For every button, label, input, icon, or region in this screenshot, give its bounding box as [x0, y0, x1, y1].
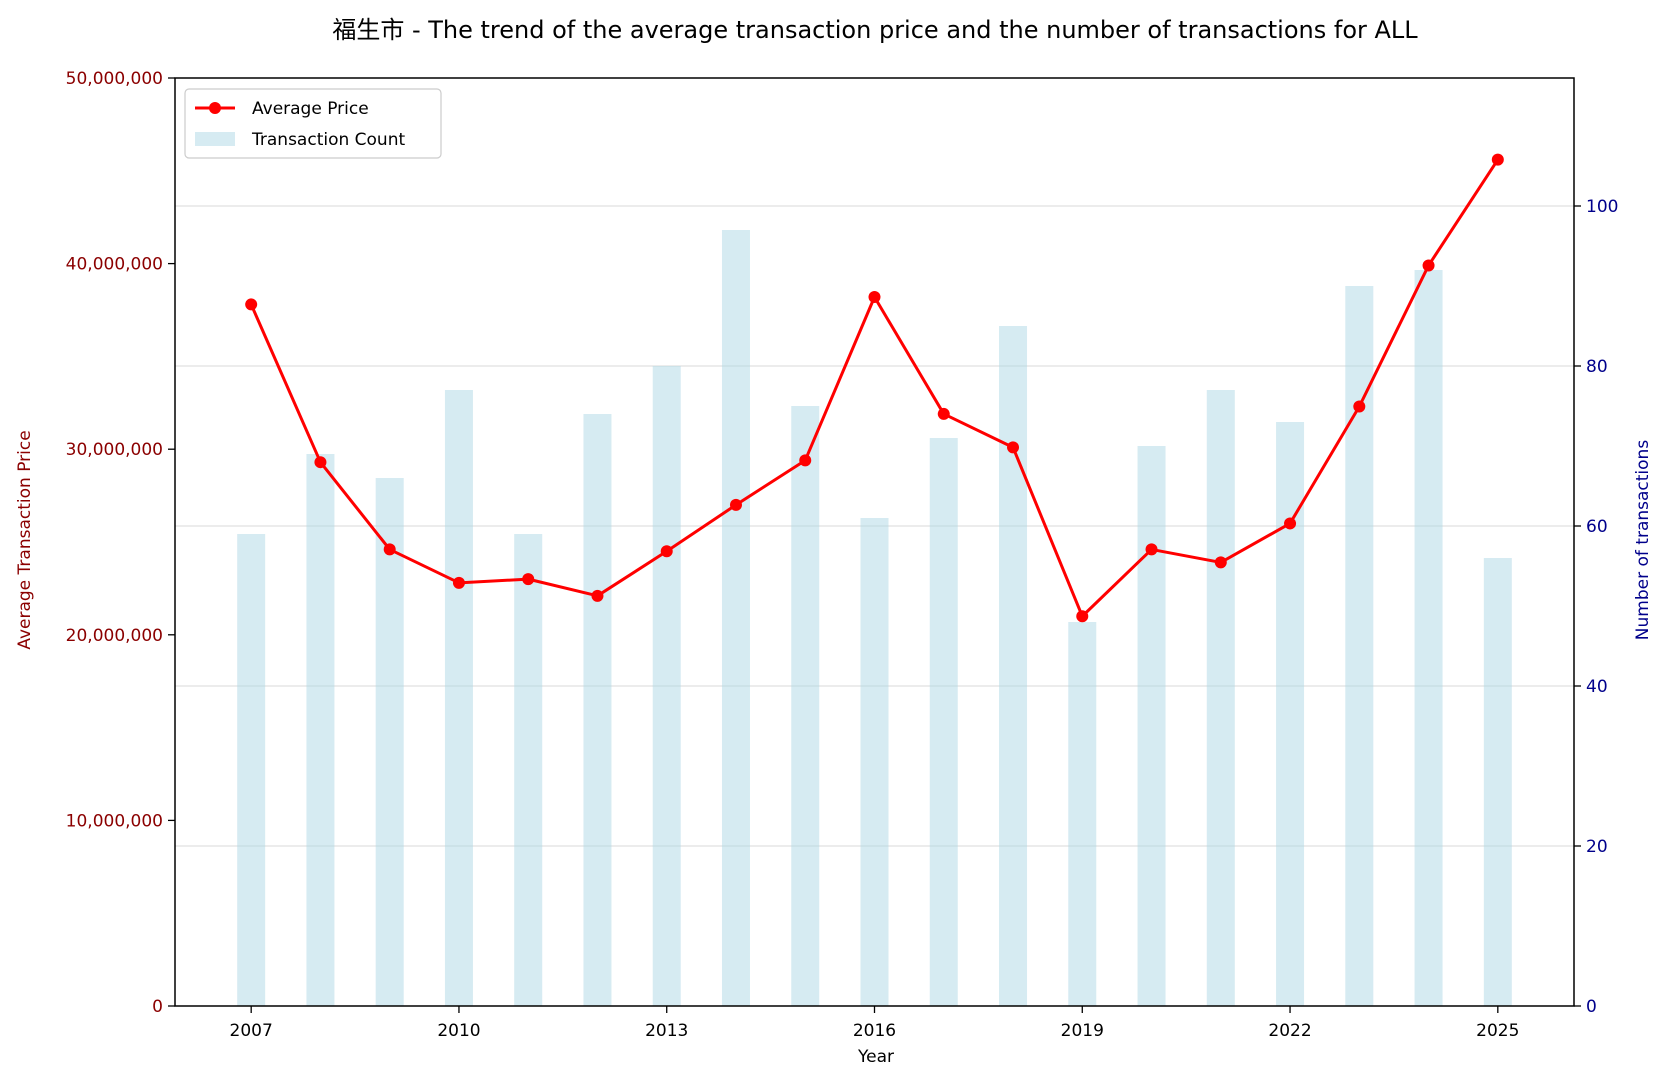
price-point-2012: [591, 589, 604, 602]
left-tick-label: 40,000,000: [66, 255, 163, 275]
price-point-2024: [1422, 259, 1435, 272]
left-tick-label: 50,000,000: [66, 69, 163, 89]
left-tick-label: 0: [152, 997, 163, 1017]
price-point-2011: [522, 573, 535, 586]
bar-2010: [444, 390, 473, 1006]
bar-2012: [583, 414, 612, 1006]
bar-2011: [514, 534, 543, 1006]
x-tick-label: 2019: [1061, 1021, 1104, 1041]
bar-2025: [1483, 558, 1512, 1006]
x-tick-label: 2016: [853, 1021, 896, 1041]
legend-label-transaction-count: Transaction Count: [251, 130, 405, 150]
x-tick-label: 2025: [1476, 1021, 1519, 1041]
bar-2024: [1414, 270, 1443, 1006]
x-tick-label: 2022: [1268, 1021, 1311, 1041]
bar-2009: [375, 478, 404, 1006]
right-tick-label: 20: [1586, 837, 1608, 857]
price-point-2023: [1353, 400, 1366, 413]
left-tick-label: 10,000,000: [66, 811, 163, 831]
bar-2018: [999, 326, 1028, 1006]
bar-2013: [652, 366, 681, 1006]
right-axis-title: Number of transactions: [1633, 440, 1653, 641]
right-tick-label: 80: [1586, 357, 1608, 377]
price-point-2015: [799, 454, 812, 467]
price-point-2017: [937, 407, 950, 420]
price-point-2016: [868, 291, 881, 304]
bar-2023: [1345, 286, 1374, 1006]
left-axis-title: Average Transaction Price: [15, 430, 35, 649]
left-tick-label: 30,000,000: [66, 440, 163, 460]
price-point-2018: [1007, 441, 1020, 454]
chart-title: 福生市 - The trend of the average transacti…: [332, 16, 1418, 44]
x-tick-label: 2007: [230, 1021, 273, 1041]
price-point-2013: [660, 545, 673, 558]
price-point-2007: [245, 298, 258, 311]
bar-2015: [791, 406, 820, 1006]
price-point-2025: [1491, 153, 1504, 166]
legend-label-average-price: Average Price: [252, 99, 369, 119]
bar-2020: [1137, 446, 1166, 1006]
price-point-2019: [1076, 610, 1089, 623]
bar-2008: [306, 454, 335, 1006]
bar-2014: [721, 230, 750, 1006]
x-tick-label: 2013: [645, 1021, 688, 1041]
right-tick-label: 40: [1586, 677, 1608, 697]
legend-line-marker: [209, 102, 221, 114]
right-tick-label: 0: [1586, 997, 1597, 1017]
bar-2016: [860, 518, 889, 1006]
right-tick-label: 60: [1586, 517, 1608, 537]
legend: Average Price Transaction Count: [184, 88, 442, 159]
legend-bar-swatch: [195, 132, 235, 146]
x-axis-title: Year: [857, 1047, 894, 1067]
price-point-2014: [729, 498, 742, 511]
price-point-2022: [1284, 517, 1297, 530]
x-tick-label: 2010: [437, 1021, 480, 1041]
bar-2021: [1206, 390, 1235, 1006]
price-point-2020: [1145, 543, 1158, 556]
bar-2019: [1068, 622, 1097, 1006]
price-point-2009: [383, 543, 396, 556]
right-tick-label: 100: [1586, 197, 1618, 217]
legend-box: [184, 88, 442, 159]
bar-2017: [929, 438, 958, 1006]
bar-2007: [237, 534, 266, 1006]
line-series: [245, 153, 1504, 623]
axes: 0 10,000,000 20,000,000 30,000,000 40,000,00…: [66, 69, 1619, 1041]
price-point-2021: [1214, 556, 1227, 569]
bar-series: [237, 230, 1512, 1006]
price-point-2008: [314, 456, 327, 469]
price-point-2010: [452, 576, 465, 589]
left-tick-label: 20,000,000: [66, 626, 163, 646]
